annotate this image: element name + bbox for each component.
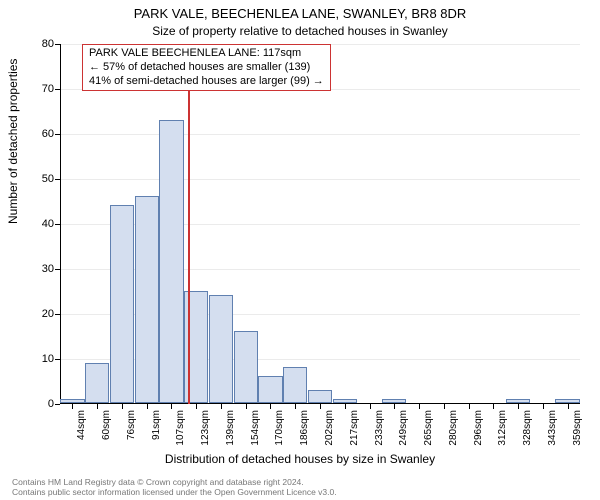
x-tick-label: 359sqm <box>572 410 583 446</box>
callout-box: PARK VALE BEECHENLEA LANE: 117sqm ← 57% … <box>82 44 331 91</box>
x-tick-label: 91sqm <box>151 410 162 440</box>
x-tick-label: 154sqm <box>250 410 261 446</box>
y-tick-mark <box>55 89 60 90</box>
x-tick-mark <box>518 404 519 409</box>
x-tick-label: 202sqm <box>324 410 335 446</box>
x-tick-label: 107sqm <box>175 410 186 446</box>
callout-line-2: ← 57% of detached houses are smaller (13… <box>89 61 324 75</box>
histogram-bar <box>333 399 357 404</box>
x-tick-label: 280sqm <box>448 410 459 446</box>
histogram-bar <box>135 196 159 403</box>
histogram-bar <box>110 205 134 403</box>
y-tick-label: 10 <box>24 353 54 365</box>
marker-line <box>188 44 190 404</box>
x-tick-label: 60sqm <box>101 410 112 440</box>
x-tick-mark <box>419 404 420 409</box>
x-tick-label: 170sqm <box>274 410 285 446</box>
y-tick-label: 40 <box>24 218 54 230</box>
y-tick-mark <box>55 44 60 45</box>
histogram-bar <box>85 363 109 404</box>
y-tick-label: 60 <box>24 128 54 140</box>
x-tick-mark <box>72 404 73 409</box>
x-tick-mark <box>568 404 569 409</box>
y-tick-mark <box>55 134 60 135</box>
y-tick-mark <box>55 359 60 360</box>
y-axis-title: Number of detached properties <box>6 59 20 224</box>
x-tick-mark <box>246 404 247 409</box>
footer-line-2: Contains public sector information licen… <box>12 488 337 498</box>
x-tick-label: 328sqm <box>522 410 533 446</box>
x-tick-mark <box>543 404 544 409</box>
histogram-bar <box>382 399 406 404</box>
x-tick-mark <box>469 404 470 409</box>
callout-line-3: 41% of semi-detached houses are larger (… <box>89 75 324 89</box>
x-tick-label: 233sqm <box>374 410 385 446</box>
x-tick-mark <box>345 404 346 409</box>
x-tick-mark <box>320 404 321 409</box>
x-tick-mark <box>122 404 123 409</box>
y-tick-label: 0 <box>24 398 54 410</box>
chart-container: PARK VALE, BEECHENLEA LANE, SWANLEY, BR8… <box>0 0 600 500</box>
y-tick-label: 30 <box>24 263 54 275</box>
chart-subtitle: Size of property relative to detached ho… <box>0 24 600 38</box>
x-tick-mark <box>147 404 148 409</box>
histogram-bar <box>159 120 183 404</box>
x-tick-mark <box>221 404 222 409</box>
y-tick-label: 70 <box>24 83 54 95</box>
plot-area: 44sqm60sqm76sqm91sqm107sqm123sqm139sqm15… <box>60 44 580 404</box>
x-tick-label: 44sqm <box>76 410 87 440</box>
histogram-bar <box>234 331 258 403</box>
x-tick-mark <box>295 404 296 409</box>
grid-line <box>60 134 580 135</box>
x-tick-mark <box>270 404 271 409</box>
x-tick-label: 265sqm <box>423 410 434 446</box>
x-tick-label: 186sqm <box>299 410 310 446</box>
x-tick-label: 76sqm <box>126 410 137 440</box>
grid-line <box>60 179 580 180</box>
x-tick-mark <box>97 404 98 409</box>
y-tick-mark <box>55 404 60 405</box>
histogram-bar <box>209 295 233 403</box>
x-tick-label: 312sqm <box>497 410 508 446</box>
x-tick-mark <box>196 404 197 409</box>
footer-attribution: Contains HM Land Registry data © Crown c… <box>12 478 337 498</box>
x-axis-title: Distribution of detached houses by size … <box>0 452 600 466</box>
histogram-bar <box>60 399 84 404</box>
y-tick-mark <box>55 224 60 225</box>
y-tick-label: 50 <box>24 173 54 185</box>
histogram-bar <box>283 367 307 403</box>
y-tick-mark <box>55 179 60 180</box>
x-tick-mark <box>171 404 172 409</box>
histogram-bar <box>308 390 332 404</box>
y-tick-label: 80 <box>24 38 54 50</box>
y-tick-label: 20 <box>24 308 54 320</box>
x-tick-mark <box>493 404 494 409</box>
histogram-bar <box>555 399 579 404</box>
x-tick-mark <box>370 404 371 409</box>
x-tick-label: 296sqm <box>473 410 484 446</box>
histogram-bar <box>258 376 282 403</box>
x-tick-label: 249sqm <box>398 410 409 446</box>
x-tick-mark <box>394 404 395 409</box>
chart-title: PARK VALE, BEECHENLEA LANE, SWANLEY, BR8… <box>0 6 600 21</box>
x-tick-label: 217sqm <box>349 410 360 446</box>
x-tick-mark <box>444 404 445 409</box>
y-tick-mark <box>55 314 60 315</box>
callout-line-1: PARK VALE BEECHENLEA LANE: 117sqm <box>89 47 324 61</box>
x-tick-label: 123sqm <box>200 410 211 446</box>
x-tick-label: 343sqm <box>547 410 558 446</box>
y-tick-mark <box>55 269 60 270</box>
x-tick-label: 139sqm <box>225 410 236 446</box>
histogram-bar <box>506 399 530 404</box>
